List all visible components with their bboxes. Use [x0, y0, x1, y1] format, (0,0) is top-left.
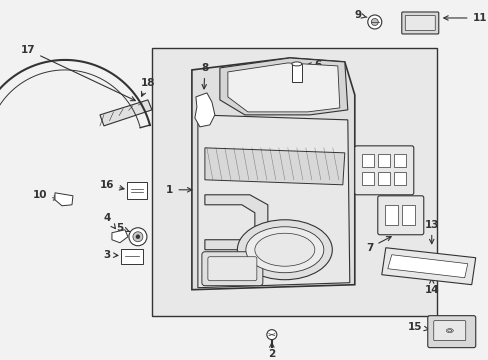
Text: 4: 4: [103, 213, 115, 229]
Polygon shape: [204, 195, 267, 250]
Bar: [152, 48, 436, 316]
Ellipse shape: [245, 227, 323, 273]
Text: 11: 11: [443, 13, 486, 23]
FancyBboxPatch shape: [202, 252, 263, 286]
Circle shape: [266, 330, 276, 339]
Bar: [401, 205, 414, 225]
Polygon shape: [195, 93, 214, 127]
Text: 13: 13: [424, 220, 438, 244]
FancyBboxPatch shape: [127, 182, 146, 199]
Text: 12: 12: [298, 252, 325, 265]
Bar: [393, 172, 405, 185]
Text: 15: 15: [407, 321, 427, 332]
Polygon shape: [381, 248, 475, 285]
FancyBboxPatch shape: [377, 196, 423, 235]
Text: 14: 14: [424, 279, 438, 295]
Text: 5: 5: [116, 223, 129, 233]
Circle shape: [367, 15, 381, 29]
Circle shape: [370, 18, 378, 26]
FancyBboxPatch shape: [433, 321, 465, 341]
Polygon shape: [220, 58, 347, 115]
FancyBboxPatch shape: [207, 257, 256, 281]
Text: 16: 16: [100, 180, 124, 190]
Polygon shape: [191, 58, 354, 290]
FancyBboxPatch shape: [427, 316, 475, 348]
Text: 18: 18: [141, 78, 155, 96]
Polygon shape: [55, 193, 73, 206]
Text: 17: 17: [20, 45, 135, 101]
FancyBboxPatch shape: [354, 146, 413, 195]
Bar: [361, 154, 373, 167]
Text: 2: 2: [268, 343, 275, 359]
Text: 3: 3: [103, 250, 118, 260]
Text: 6: 6: [306, 60, 321, 70]
Text: 10: 10: [33, 190, 58, 200]
Bar: [384, 205, 397, 225]
Text: 7: 7: [366, 237, 390, 253]
Bar: [393, 154, 405, 167]
Circle shape: [129, 228, 146, 246]
Ellipse shape: [254, 233, 314, 266]
Text: 9: 9: [353, 10, 366, 20]
Polygon shape: [112, 230, 128, 243]
Polygon shape: [387, 255, 467, 278]
Polygon shape: [227, 63, 339, 112]
Bar: [377, 172, 389, 185]
Polygon shape: [204, 148, 344, 185]
FancyBboxPatch shape: [401, 12, 438, 34]
Bar: [291, 64, 301, 82]
Circle shape: [136, 235, 140, 239]
Bar: [361, 172, 373, 185]
Circle shape: [133, 232, 142, 242]
FancyBboxPatch shape: [121, 249, 142, 264]
Polygon shape: [100, 100, 152, 126]
Text: 8: 8: [201, 63, 208, 89]
Text: 1: 1: [166, 185, 191, 195]
Bar: [377, 154, 389, 167]
Ellipse shape: [237, 220, 332, 280]
Polygon shape: [198, 115, 349, 288]
Ellipse shape: [291, 62, 301, 66]
FancyBboxPatch shape: [405, 15, 434, 31]
